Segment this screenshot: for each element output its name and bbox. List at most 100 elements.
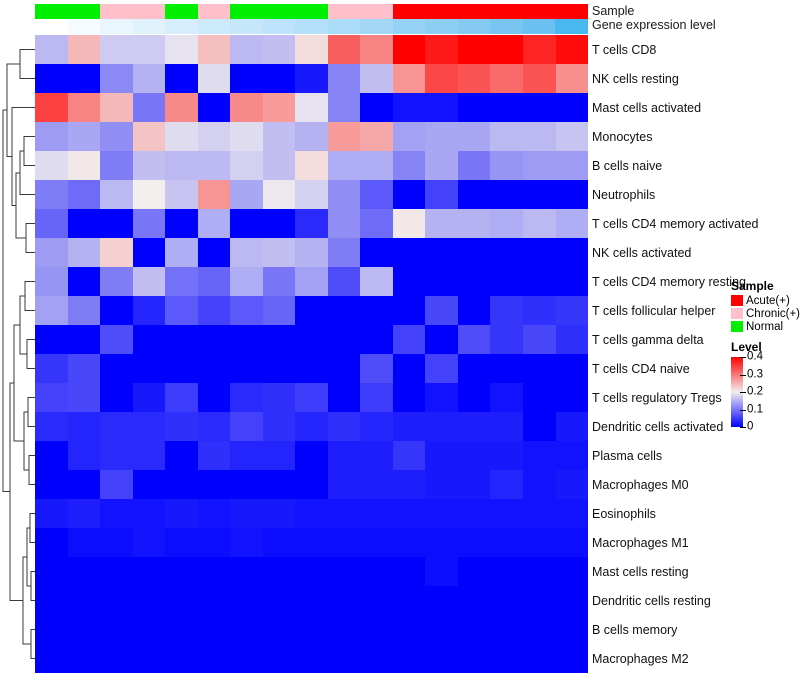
heatmap-cell — [392, 499, 426, 528]
legend-sample-item-label: Chronic(+) — [746, 307, 800, 320]
heatmap-cell — [67, 151, 101, 180]
heatmap-cell — [555, 296, 589, 325]
heatmap-cell — [360, 64, 393, 93]
heatmap-cell — [327, 267, 361, 296]
heatmap-cell — [100, 180, 133, 209]
heatmap-cell — [295, 238, 328, 267]
heatmap-cell — [392, 151, 426, 180]
heatmap-cell — [522, 180, 556, 209]
heatmap-cell — [295, 296, 328, 325]
gene-expression-annotation-cell — [262, 19, 296, 34]
gene-expression-annotation-cell — [425, 19, 458, 34]
heatmap-cell — [392, 412, 426, 441]
row-label-list: T cells CD8 NK cells resting Mast cells ac… — [592, 35, 792, 673]
heatmap-cell — [67, 354, 101, 383]
heatmap-cell — [392, 615, 426, 644]
heatmap-cell — [490, 209, 523, 238]
heatmap-cell — [230, 64, 263, 93]
legend-sample-item-label: Acute(+) — [746, 294, 790, 307]
heatmap-cell — [100, 383, 133, 412]
heatmap-row — [35, 499, 589, 528]
heatmap-row — [35, 354, 589, 383]
heatmap-cell — [555, 209, 589, 238]
heatmap-cell — [425, 35, 458, 64]
heatmap-cell — [490, 557, 523, 586]
heatmap-cell — [425, 267, 458, 296]
heatmap-cell — [230, 209, 263, 238]
heatmap-cell — [67, 325, 101, 354]
heatmap-cell — [522, 354, 556, 383]
heatmap-cell — [392, 325, 426, 354]
heatmap-cell — [555, 180, 589, 209]
heatmap-cell — [35, 499, 68, 528]
legend-sample-title: Sample — [731, 279, 774, 293]
heatmap-cell — [490, 528, 523, 557]
heatmap-cell — [132, 383, 166, 412]
heatmap-cell — [197, 470, 231, 499]
heatmap-cell — [522, 644, 556, 673]
heatmap-cell — [360, 470, 393, 499]
heatmap-cell — [197, 354, 231, 383]
heatmap-cell — [522, 296, 556, 325]
heatmap-cell — [100, 441, 133, 470]
heatmap-cell — [165, 615, 198, 644]
heatmap-row — [35, 209, 589, 238]
heatmap-cell — [230, 412, 263, 441]
heatmap-cell — [457, 122, 491, 151]
heatmap-cell — [490, 354, 523, 383]
gene-expression-annotation-cell — [457, 19, 491, 34]
heatmap-cell — [100, 35, 133, 64]
heatmap-cell — [165, 267, 198, 296]
heatmap-cell — [425, 557, 458, 586]
heatmap-cell — [295, 35, 328, 64]
heatmap-cell — [360, 615, 393, 644]
row-label: Macrophages M0 — [592, 477, 689, 492]
heatmap-cell — [295, 499, 328, 528]
heatmap-cell — [522, 35, 556, 64]
heatmap-cell — [392, 35, 426, 64]
heatmap-cell — [262, 151, 296, 180]
heatmap-cell — [197, 499, 231, 528]
heatmap-cell — [360, 325, 393, 354]
heatmap-cell — [230, 151, 263, 180]
heatmap-cell — [197, 528, 231, 557]
sample-annotation-cell — [425, 4, 458, 19]
gene-expression-annotation-cell — [392, 19, 426, 34]
heatmap-cell — [425, 644, 458, 673]
heatmap-cell — [327, 644, 361, 673]
heatmap-cell — [392, 267, 426, 296]
gene-expression-annotation-label: Gene expression level — [592, 18, 716, 32]
heatmap-cell — [165, 93, 198, 122]
heatmap-cell — [425, 64, 458, 93]
heatmap-cell — [392, 586, 426, 615]
heatmap-cell — [522, 528, 556, 557]
heatmap-cell — [67, 470, 101, 499]
heatmap-cell — [35, 93, 68, 122]
heatmap-cell — [132, 325, 166, 354]
heatmap-cell — [262, 122, 296, 151]
heatmap-cell — [457, 209, 491, 238]
heatmap-cell — [392, 296, 426, 325]
heatmap-cell — [230, 267, 263, 296]
sample-annotation-cell — [262, 4, 296, 19]
heatmap-cell — [457, 441, 491, 470]
heatmap-cell — [230, 122, 263, 151]
legend-level: Level 0.4 0.3 0.2 0.1 0 — [731, 341, 799, 432]
row-label: B cells memory — [592, 622, 678, 637]
colorbar-tick — [740, 374, 746, 376]
legend-sample-items: Acute(+) Chronic(+) Normal — [731, 294, 800, 333]
heatmap-cell — [67, 528, 101, 557]
heatmap-cell — [262, 64, 296, 93]
heatmap-cell — [360, 180, 393, 209]
heatmap-cell — [100, 470, 133, 499]
heatmap-cell — [230, 499, 263, 528]
legend-swatch — [731, 308, 743, 319]
heatmap-row — [35, 325, 589, 354]
heatmap-cell — [197, 209, 231, 238]
heatmap-cell — [490, 615, 523, 644]
heatmap-cell — [392, 93, 426, 122]
colorbar-tick-label: 0.4 — [747, 350, 763, 363]
heatmap-cell — [295, 354, 328, 383]
heatmap-cell — [457, 586, 491, 615]
